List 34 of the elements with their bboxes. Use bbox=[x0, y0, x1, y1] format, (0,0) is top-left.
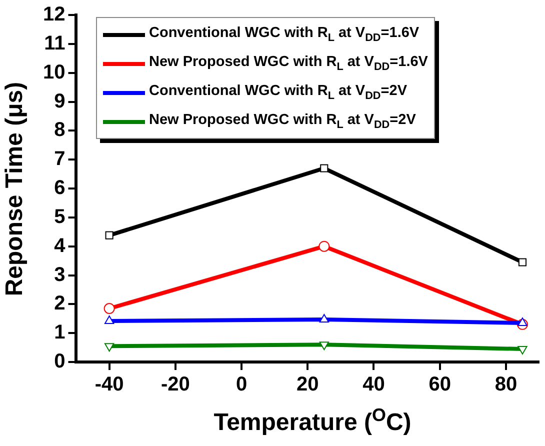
y-tick-label: 2 bbox=[54, 292, 66, 315]
x-tick-label: 60 bbox=[428, 374, 451, 396]
y-tick-label: 0 bbox=[54, 350, 66, 373]
y-tick-label: 8 bbox=[54, 119, 66, 142]
y-tick-label: 1 bbox=[54, 322, 66, 344]
x-tick-label: 80 bbox=[494, 374, 518, 396]
x-tick-label: 20 bbox=[296, 374, 319, 396]
point bbox=[104, 343, 114, 352]
x-axis-title: Temperature ($^{O}$C) bbox=[212, 405, 412, 437]
legend-label: New Proposed WGC with R$_{L}$ at V$_{DD}$=2V bbox=[149, 112, 416, 131]
y-tick-label: 6 bbox=[54, 177, 66, 200]
point bbox=[318, 240, 330, 252]
legend-label: New Proposed WGC with R$_{L}$ at V$_{DD}$=1.6V bbox=[149, 54, 428, 73]
x-tick-label: -40 bbox=[94, 374, 124, 396]
point bbox=[518, 346, 528, 354]
y-tick-label: 9 bbox=[54, 90, 66, 112]
point bbox=[320, 164, 328, 172]
y-tick-label: 5 bbox=[54, 206, 66, 228]
point bbox=[104, 303, 115, 314]
legend-label: Conventional WGC with R$_{L}$ at V$_{DD}$=2V bbox=[149, 83, 407, 102]
y-tick-label: 10 bbox=[42, 61, 66, 84]
y-axis-title: Reponse Time (μs) bbox=[1, 80, 29, 298]
y-tick-label: 12 bbox=[42, 4, 66, 26]
y-tick-label: 7 bbox=[54, 148, 66, 170]
y-tick-label: 11 bbox=[44, 32, 66, 54]
y-tick-label: 4 bbox=[54, 234, 66, 257]
y-tick-label: 3 bbox=[54, 264, 66, 286]
x-tick-label: -20 bbox=[160, 374, 190, 396]
x-tick-label: 40 bbox=[362, 374, 385, 396]
x-tick-label: 0 bbox=[236, 374, 248, 396]
point bbox=[319, 342, 329, 350]
point bbox=[518, 258, 527, 266]
point bbox=[105, 231, 114, 240]
legend-label: Conventional WGC with R$_{L}$ at V$_{DD}$=1.6V bbox=[149, 25, 420, 44]
